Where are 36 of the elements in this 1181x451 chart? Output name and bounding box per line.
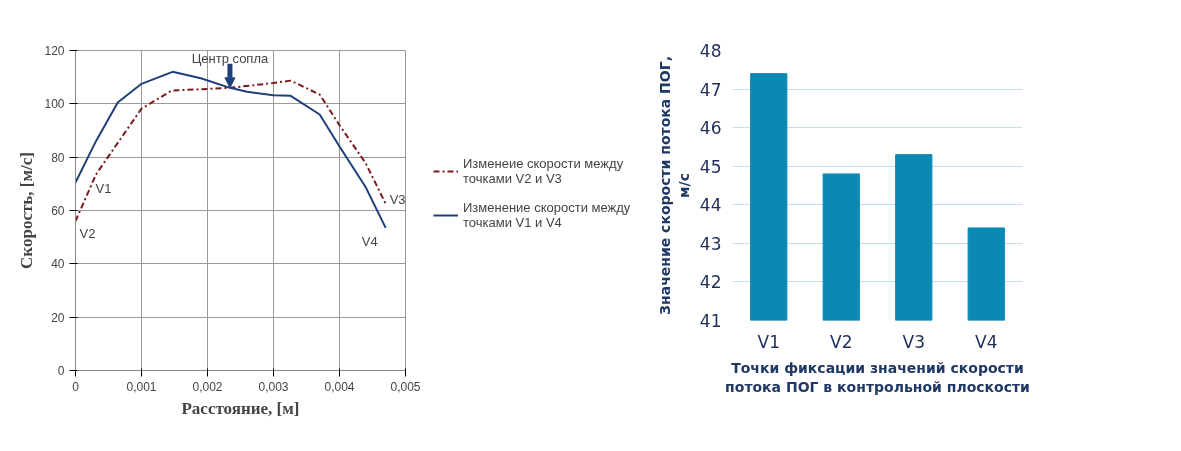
x-tick-label: V1 [757, 331, 780, 352]
x-tick-label: 0,003 [258, 379, 289, 394]
y-tick-label: 45 [699, 156, 722, 177]
x-tick-label: 0,002 [192, 379, 223, 394]
x-tick-label: V2 [830, 331, 853, 352]
annotation: V4 [361, 233, 378, 249]
y-tick-label: 47 [699, 79, 722, 100]
y-tick-label: 48 [699, 41, 722, 61]
y-tick-label: 46 [699, 118, 722, 139]
y-tick-label: 80 [51, 150, 65, 165]
legend-label: Изменеие скорости между точками V2 и V3 [463, 155, 624, 186]
annotation: V3 [389, 192, 406, 208]
y-tick-label: 40 [51, 257, 65, 272]
x-tick-label: 0,001 [126, 379, 157, 394]
x-tick-label: 0 [72, 379, 80, 394]
y-axis-title: Скорость, [м/с] [17, 152, 37, 269]
y-tick-label: 0 [57, 364, 65, 378]
y-tick-label: 43 [699, 233, 722, 254]
x-tick-label: 0,005 [390, 379, 421, 394]
y-tick-label: 42 [699, 272, 722, 293]
annotation: Центр сопла [191, 50, 269, 66]
x-tick-label: V3 [902, 331, 925, 352]
y-tick-label: 60 [51, 204, 65, 218]
y-axis-title: Значение скорости потока ПОГ, м/с [656, 56, 692, 315]
annotation: V2 [79, 226, 96, 242]
y-tick-label: 120 [44, 44, 65, 58]
y-tick-label: 44 [699, 195, 722, 216]
x-axis-title: Точки фиксации значений скорости потока ПОГ в контрольной плоскости [725, 359, 1030, 395]
y-tick-label: 41 [699, 311, 722, 331]
y-tick-label: 100 [44, 97, 65, 112]
x-tick-label: 0,004 [324, 379, 355, 394]
y-tick-label: 20 [51, 310, 65, 325]
legend-label: Изменение скорости между точками V1 и V4 [463, 199, 631, 230]
x-axis-title: Расстояние, [м] [181, 398, 300, 418]
x-tick-label: V4 [975, 331, 998, 352]
annotation: V1 [95, 181, 112, 196]
